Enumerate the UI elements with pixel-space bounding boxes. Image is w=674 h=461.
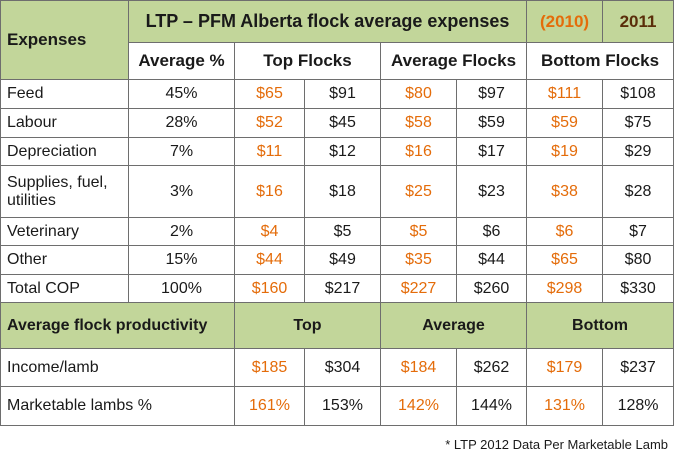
- avg-2011-value: 144%: [455, 386, 528, 426]
- avg-2010-value: $25: [380, 165, 457, 218]
- table-row: Veterinary 2% $4 $5 $5 $6 $6 $7: [0, 217, 674, 246]
- productivity-row: Income/lamb $185 $304 $184 $262 $179 $23…: [0, 348, 674, 387]
- row-label: Total COP: [0, 274, 129, 303]
- bottom-2010-value: $19: [526, 137, 604, 166]
- avg-2011-value: $262: [455, 348, 528, 387]
- row-label: Marketable lambs %: [0, 386, 235, 426]
- bottom-2011-value: $7: [602, 217, 674, 246]
- col-average-flocks: Average Flocks: [379, 42, 528, 80]
- row-pct: 100%: [128, 274, 235, 303]
- row-pct: 7%: [128, 137, 235, 166]
- table-row: Feed 45% $65 $91 $80 $97 $111 $108: [0, 79, 674, 109]
- footnote: * LTP 2012 Data Per Marketable Lamb: [445, 437, 668, 452]
- row-pct: 3%: [128, 165, 235, 218]
- row-label: Other: [0, 245, 129, 275]
- col-average-pct: Average %: [128, 42, 235, 80]
- flock-expenses-table: Expenses LTP – PFM Alberta flock average…: [0, 0, 674, 426]
- year-2010-label: (2010): [526, 0, 604, 43]
- avg-2010-value: $5: [380, 217, 457, 246]
- col-average: Average: [379, 302, 528, 349]
- bottom-2010-value: $298: [526, 274, 604, 303]
- row-label: Income/lamb: [0, 348, 235, 387]
- bottom-2011-value: $75: [602, 108, 674, 138]
- top-2011-value: $5: [304, 217, 381, 246]
- total-row: Total COP 100% $160 $217 $227 $260 $298 …: [0, 274, 674, 303]
- table-row: Depreciation 7% $11 $12 $16 $17 $19 $29: [0, 137, 674, 166]
- top-2011-value: $45: [304, 108, 381, 138]
- year-2011-label: 2011: [602, 0, 674, 43]
- row-label: Veterinary: [0, 217, 129, 246]
- avg-2011-value: $44: [455, 245, 528, 275]
- productivity-header: Average flock productivity: [0, 302, 235, 349]
- subheader-row: Average % Top Flocks Average Flocks Bott…: [1, 42, 674, 80]
- top-2010-value: $65: [234, 79, 305, 109]
- top-2010-value: $44: [234, 245, 305, 275]
- row-label: Labour: [0, 108, 129, 138]
- top-2011-value: $12: [304, 137, 381, 166]
- bottom-2011-value: $330: [602, 274, 674, 303]
- bottom-2010-value: 131%: [526, 386, 604, 426]
- avg-2010-value: $80: [380, 79, 457, 109]
- bottom-2011-value: $108: [602, 79, 674, 109]
- productivity-header-row: Average flock productivity Top Average B…: [0, 302, 674, 349]
- bottom-2011-value: $28: [602, 165, 674, 218]
- avg-2010-value: $35: [380, 245, 457, 275]
- row-pct: 45%: [128, 79, 235, 109]
- top-2011-value: $91: [304, 79, 381, 109]
- bottom-2010-value: $38: [526, 165, 604, 218]
- avg-2011-value: $260: [455, 274, 528, 303]
- avg-2011-value: $97: [455, 79, 528, 109]
- bottom-2011-value: $237: [602, 348, 674, 387]
- col-top-flocks: Top Flocks: [234, 42, 381, 80]
- avg-2010-value: $227: [380, 274, 457, 303]
- avg-2010-value: $184: [380, 348, 457, 387]
- top-2011-value: $304: [304, 348, 381, 387]
- avg-2011-value: $6: [455, 217, 528, 246]
- row-pct: 15%: [128, 245, 235, 275]
- bottom-2010-value: $59: [526, 108, 604, 138]
- expenses-header: Expenses: [0, 0, 129, 80]
- table-row: Supplies, fuel, utilities 3% $16 $18 $25…: [0, 165, 674, 218]
- table-row: Labour 28% $52 $45 $58 $59 $59 $75: [0, 108, 674, 138]
- top-2010-value: $52: [234, 108, 305, 138]
- row-pct: 28%: [128, 108, 235, 138]
- bottom-2010-value: $179: [526, 348, 604, 387]
- top-2011-value: 153%: [304, 386, 381, 426]
- top-2010-value: $11: [234, 137, 305, 166]
- row-label: Depreciation: [0, 137, 129, 166]
- bottom-2011-value: 128%: [602, 386, 674, 426]
- top-2010-value: $160: [234, 274, 305, 303]
- bottom-2010-value: $65: [526, 245, 604, 275]
- top-2010-value: $16: [234, 165, 305, 218]
- col-bottom: Bottom: [526, 302, 674, 349]
- col-top: Top: [234, 302, 381, 349]
- avg-2011-value: $23: [455, 165, 528, 218]
- top-2010-value: $4: [234, 217, 305, 246]
- row-label: Feed: [0, 79, 129, 109]
- title-row: Expenses LTP – PFM Alberta flock average…: [0, 0, 674, 80]
- table-row: Other 15% $44 $49 $35 $44 $65 $80: [0, 245, 674, 275]
- productivity-row: Marketable lambs % 161% 153% 142% 144% 1…: [0, 386, 674, 426]
- row-label: Supplies, fuel, utilities: [0, 165, 129, 218]
- top-2010-value: 161%: [234, 386, 305, 426]
- top-2011-value: $18: [304, 165, 381, 218]
- avg-2010-value: $58: [380, 108, 457, 138]
- avg-2011-value: $59: [455, 108, 528, 138]
- top-2011-value: $217: [304, 274, 381, 303]
- row-pct: 2%: [128, 217, 235, 246]
- avg-2011-value: $17: [455, 137, 528, 166]
- bottom-2010-value: $6: [526, 217, 604, 246]
- bottom-2010-value: $111: [526, 79, 604, 109]
- table-title: LTP – PFM Alberta flock average expenses: [127, 0, 528, 43]
- top-2010-value: $185: [234, 348, 305, 387]
- avg-2010-value: $16: [380, 137, 457, 166]
- bottom-2011-value: $80: [602, 245, 674, 275]
- col-bottom-flocks: Bottom Flocks: [526, 42, 674, 80]
- top-2011-value: $49: [304, 245, 381, 275]
- avg-2010-value: 142%: [380, 386, 457, 426]
- bottom-2011-value: $29: [602, 137, 674, 166]
